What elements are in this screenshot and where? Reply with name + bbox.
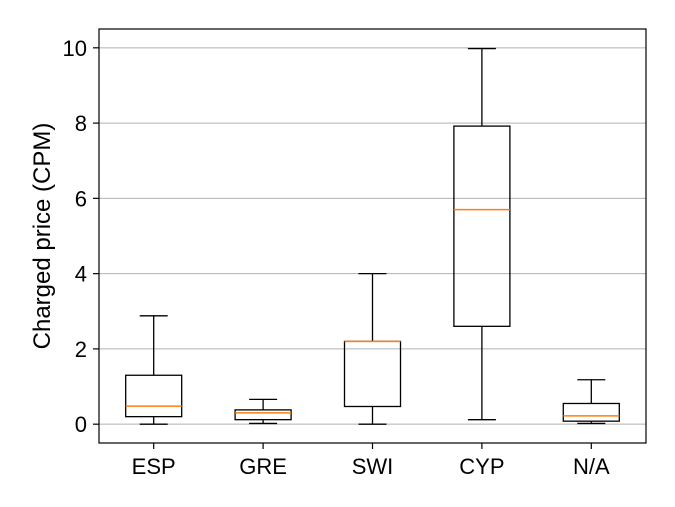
grid-layer: [99, 47, 646, 425]
iqr-box: [343, 340, 402, 408]
y-axis-label: Charged price (CPM): [29, 123, 56, 350]
x-tick-label: CYP: [459, 454, 504, 479]
iqr-box: [234, 409, 292, 421]
y-tick-label: 8: [75, 111, 87, 136]
y-tick-label: 2: [75, 337, 87, 362]
x-tick-label: GRE: [239, 454, 287, 479]
iqr-box: [453, 125, 511, 327]
tick-layer: 0 2 4 6 8 10 ESP GRE SWI CYP N/A: [63, 36, 610, 479]
y-tick-label: 10: [63, 36, 87, 61]
y-tick-label: 4: [75, 262, 87, 287]
box-cyp: [453, 47, 511, 421]
x-tick-label: SWI: [352, 454, 394, 479]
box-esp: [125, 315, 183, 425]
x-tick-label: N/A: [573, 454, 610, 479]
iqr-box: [562, 402, 620, 422]
x-tick-label: ESP: [132, 454, 176, 479]
box-swi: [343, 272, 402, 425]
box-gre: [234, 398, 292, 425]
box-layer: [125, 47, 620, 425]
y-tick-label: 0: [75, 412, 87, 437]
box-na: [562, 379, 620, 425]
iqr-box: [125, 374, 183, 418]
y-tick-label: 6: [75, 186, 87, 211]
